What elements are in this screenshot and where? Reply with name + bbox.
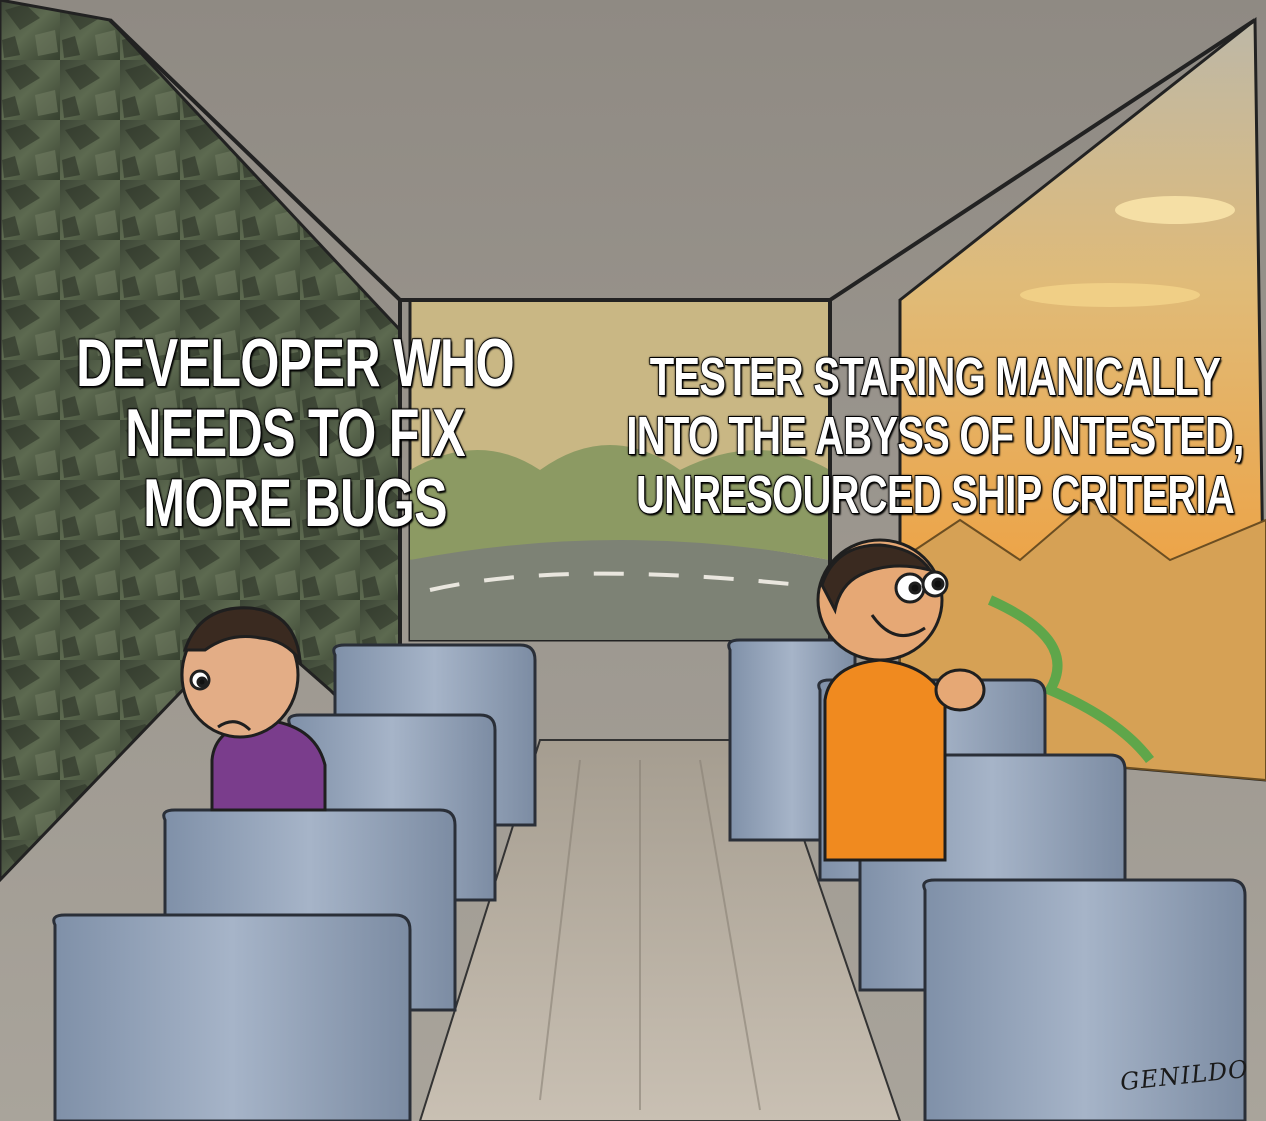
left-seat-row: [52, 643, 537, 1121]
road: [410, 535, 830, 640]
front-window-hills: [410, 445, 830, 560]
cloud: [1020, 283, 1200, 307]
caption-tester: TESTER STARING MANICALLY INTO THE ABYSS …: [626, 347, 1245, 526]
happy-tester-figure: [816, 538, 986, 862]
sad-developer-figure: [180, 606, 327, 812]
river: [987, 595, 1154, 764]
cloud: [1115, 196, 1235, 224]
caption-developer: DEVELOPER WHO NEEDS TO FIX MORE BUGS: [75, 325, 515, 541]
